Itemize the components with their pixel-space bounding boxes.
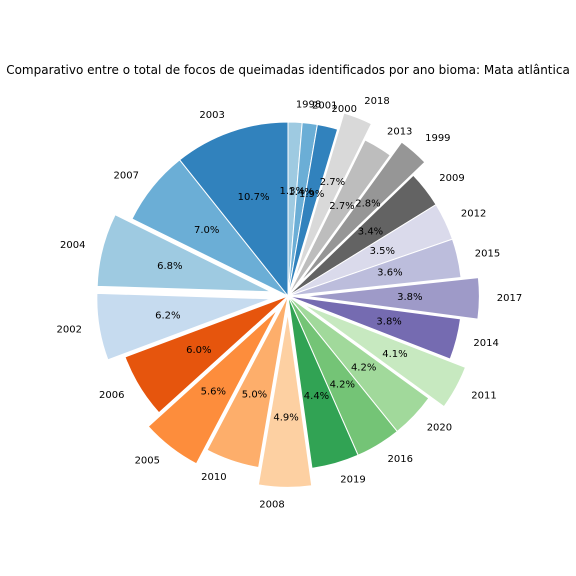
percent-label-2020: 4.2% (351, 362, 376, 373)
percent-label-2004: 6.8% (157, 261, 182, 272)
year-label-1998: 1998 (296, 99, 321, 110)
pie-slice-2000 (287, 123, 339, 297)
year-label-2016: 2016 (387, 454, 412, 465)
pie-slice-2017 (305, 277, 480, 320)
year-label-2007: 2007 (114, 170, 139, 181)
chart-title: Comparativo entre o total de focos de qu… (6, 63, 570, 77)
year-label-2010: 2010 (201, 472, 226, 483)
year-label-2000: 2000 (332, 104, 357, 115)
year-label-1999: 1999 (425, 133, 450, 144)
pie-slice-2014 (287, 295, 462, 360)
year-label-2015: 2015 (475, 249, 500, 260)
year-label-2019: 2019 (340, 475, 365, 486)
pie-slices (96, 112, 480, 488)
percent-label-2007: 7.0% (194, 225, 219, 236)
pie-slice-2008 (257, 313, 313, 488)
year-label-2012: 2012 (461, 208, 486, 219)
percent-labels: 1.3%1.4%1.9%2.7%2.7% 2.8%3.4%3.5%3.6%3.8%… (155, 177, 422, 423)
percent-label-2006: 6.0% (186, 345, 211, 356)
year-label-2013: 2013 (387, 127, 412, 138)
percent-label-2002: 6.2% (155, 310, 180, 321)
percent-label-1999: 2.8% (355, 199, 380, 210)
pie-slice-2011 (302, 303, 467, 408)
percent-label-2008: 4.9% (273, 412, 298, 423)
percent-label-2009: 3.4% (358, 227, 383, 238)
percent-label-2015: 3.6% (377, 268, 402, 279)
percent-label-2005: 5.6% (201, 387, 226, 398)
year-label-2014: 2014 (473, 338, 498, 349)
percent-label-2003: 10.7% (238, 192, 270, 203)
year-label-2004: 2004 (60, 240, 85, 251)
pie-slice-1999 (299, 141, 426, 284)
pie-slice-2018 (293, 112, 373, 281)
year-label-2008: 2008 (259, 499, 284, 510)
percent-label-2017: 3.8% (397, 292, 422, 303)
pie-slice-2003 (178, 121, 289, 298)
percent-label-2018: 2.7% (320, 177, 345, 188)
year-label-2001: 2001 (312, 101, 337, 112)
year-label-2002: 2002 (57, 324, 82, 335)
year-label-2018: 2018 (364, 96, 389, 107)
pie-slice-2019 (287, 295, 359, 469)
year-label-2011: 2011 (471, 391, 496, 402)
pie-slice-2013 (287, 139, 391, 297)
year-label-2006: 2006 (99, 390, 124, 401)
year-label-2009: 2009 (439, 173, 464, 184)
percent-label-1998: 1.3% (280, 186, 305, 197)
percent-label-2001: 1.4% (288, 187, 313, 198)
pie-slice-2010 (206, 295, 289, 469)
pie-slice-2004 (96, 214, 272, 293)
percent-label-2012: 3.5% (370, 246, 395, 257)
percent-label-2000: 1.9% (299, 189, 324, 200)
pie-slice-2006 (124, 295, 289, 414)
year-label-2005: 2005 (135, 455, 160, 466)
percent-label-2010: 5.0% (242, 389, 267, 400)
year-label-2020: 2020 (427, 422, 452, 433)
percent-label-2013: 2.7% (329, 201, 354, 212)
pie-slice-2005 (147, 309, 278, 465)
percent-label-2019: 4.4% (304, 391, 329, 402)
year-label-2003: 2003 (199, 110, 224, 121)
year-label-2017: 2017 (497, 293, 522, 304)
percent-label-2011: 4.1% (382, 349, 407, 360)
pie-slice-2015 (287, 238, 462, 297)
pie-slice-2002 (96, 292, 272, 361)
percent-label-2014: 3.8% (376, 316, 401, 327)
percent-label-2016: 4.2% (330, 380, 355, 391)
